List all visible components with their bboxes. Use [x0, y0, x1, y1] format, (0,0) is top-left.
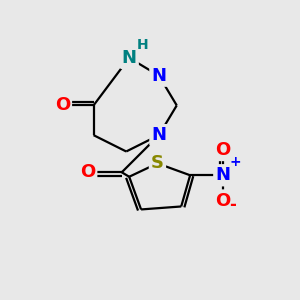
Text: N: N	[152, 67, 166, 85]
Text: N: N	[152, 126, 166, 144]
Text: N: N	[215, 166, 230, 184]
Text: O: O	[215, 191, 230, 209]
Text: O: O	[55, 96, 70, 114]
Text: N: N	[122, 49, 137, 67]
Text: O: O	[215, 141, 230, 159]
Text: -: -	[230, 196, 236, 214]
Text: S: S	[151, 154, 164, 172]
Text: +: +	[230, 155, 241, 169]
Text: H: H	[136, 38, 148, 52]
Text: O: O	[80, 163, 95, 181]
